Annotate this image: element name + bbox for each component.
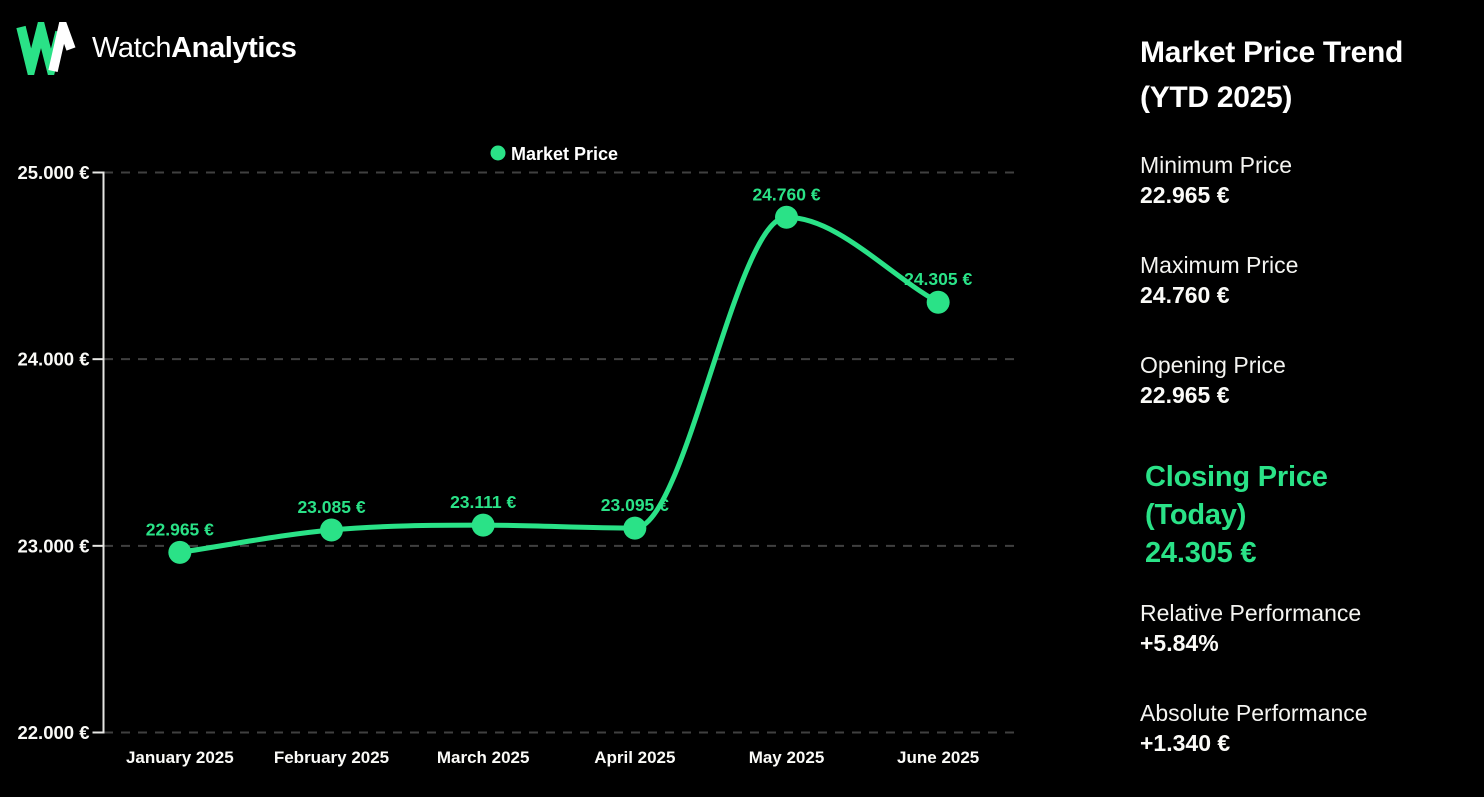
y-axis-label: 24.000 €	[17, 349, 89, 370]
stat-closing-price-today: Closing Price (Today) 24.305 €	[1145, 458, 1328, 572]
panel-title: Market Price Trend (YTD 2025)	[1140, 30, 1403, 120]
brand-name-watch: Watch	[92, 32, 172, 64]
data-point-march-2025[interactable]	[471, 513, 495, 537]
market-price-chart: 25.000 € 24.000 € 23.000 € 22.000 € January …	[17, 144, 1014, 767]
data-label-february-2025: 23.085 €	[297, 497, 365, 517]
x-axis-label-february-2025: February 2025	[274, 748, 389, 767]
y-axis-label: 23.000 €	[17, 535, 89, 556]
data-point-april-2025[interactable]	[623, 516, 647, 540]
y-axis-label: 25.000 €	[17, 162, 89, 183]
stat-value: 24.305 €	[1145, 537, 1257, 569]
panel-title-line2: (YTD 2025)	[1140, 81, 1293, 114]
brand-header: WatchAnalytics	[16, 22, 297, 75]
stat-label: Relative Performance	[1140, 600, 1362, 626]
legend-marker-icon[interactable]	[490, 145, 506, 161]
stat-opening-price: Opening Price 22.965 €	[1140, 350, 1286, 410]
x-axis-label-january-2025: January 2025	[126, 748, 234, 767]
stats-panel: Market Price Trend (YTD 2025) Minimum Pr…	[1140, 0, 1470, 797]
stat-relative-performance: Relative Performance +5.84%	[1140, 598, 1361, 658]
stat-absolute-performance: Absolute Performance +1.340 €	[1140, 698, 1368, 758]
data-label-june-2025: 24.305 €	[904, 269, 972, 289]
data-label-april-2025: 23.095 €	[601, 495, 669, 515]
stat-label-line1: Closing Price	[1145, 461, 1328, 493]
panel-title-line1: Market Price Trend	[1140, 36, 1404, 69]
stat-value: 22.965 €	[1140, 382, 1230, 408]
stat-value: 24.760 €	[1140, 282, 1230, 308]
market-price-line	[177, 214, 941, 555]
y-axis-label: 22.000 €	[17, 722, 89, 743]
data-point-january-2025[interactable]	[168, 540, 192, 564]
brand-name-analytics: Analytics	[171, 32, 297, 64]
data-point-may-2025[interactable]	[775, 205, 798, 229]
stat-label: Maximum Price	[1140, 252, 1299, 278]
x-axis-label-may-2025: May 2025	[749, 748, 825, 767]
x-axis-label-march-2025: March 2025	[437, 748, 530, 767]
watchanalytics-logo-icon	[16, 22, 76, 75]
brand-name: WatchAnalytics	[92, 32, 297, 65]
data-label-march-2025: 23.111 €	[450, 492, 516, 512]
x-axis-label-april-2025: April 2025	[594, 748, 675, 767]
stat-label: Opening Price	[1140, 352, 1286, 378]
stat-label: Absolute Performance	[1140, 700, 1368, 726]
x-axis-label-june-2025: June 2025	[897, 748, 979, 767]
stat-maximum-price: Maximum Price 24.760 €	[1140, 250, 1298, 310]
data-label-january-2025: 22.965 €	[146, 519, 214, 539]
stat-value: +1.340 €	[1140, 730, 1231, 756]
stat-value: +5.84%	[1140, 630, 1219, 656]
data-point-february-2025[interactable]	[320, 518, 343, 542]
price-trend-line-chart: 25.000 € 24.000 € 23.000 € 22.000 € January …	[17, 144, 1014, 767]
legend-label[interactable]: Market Price	[511, 144, 618, 164]
stat-value: 22.965 €	[1140, 182, 1230, 208]
stat-label: Minimum Price	[1140, 152, 1293, 178]
stat-minimum-price: Minimum Price 22.965 €	[1140, 150, 1292, 210]
stat-label-line2: (Today)	[1145, 499, 1247, 531]
data-label-may-2025: 24.760 €	[752, 184, 820, 204]
data-point-june-2025[interactable]	[926, 290, 950, 314]
